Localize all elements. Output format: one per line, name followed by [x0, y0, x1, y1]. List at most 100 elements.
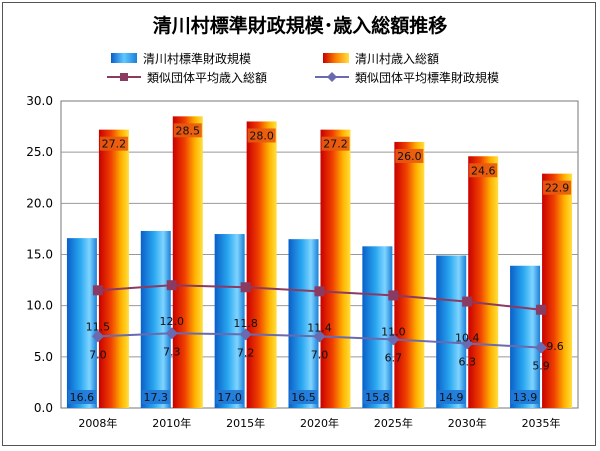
data-label: 11.8 [233, 317, 258, 330]
marker-similar-scale [239, 328, 252, 341]
data-label-bg [215, 390, 244, 404]
marker-similar-revenue [536, 304, 547, 315]
y-axis: 0.0 5.0 10.0 15.0 20.0 25.0 30.0 [26, 94, 53, 415]
y-tick-label: 0.0 [34, 401, 53, 415]
data-label: 26.0 [397, 150, 422, 163]
marker-similar-scale [313, 330, 326, 343]
data-label: 11.0 [381, 325, 406, 338]
x-tick-label: 2035年 [522, 416, 561, 430]
bar-revenue [468, 156, 499, 408]
bar-standard-scale [436, 255, 467, 408]
data-label-bg [67, 390, 96, 404]
data-label: 17.3 [144, 391, 169, 404]
chart-svg: 清川村標準財政規模･歳入総額推移 清川村標準財政規模 清川村歳入総額 類似団体平… [26, 14, 579, 430]
bar-standard-scale [510, 265, 541, 408]
bars [66, 116, 573, 409]
data-label-bg [321, 136, 350, 151]
data-label-bg [363, 390, 392, 404]
data-label: 7.0 [311, 348, 329, 361]
x-tick-label: 2030年 [448, 416, 487, 430]
data-label: 27.2 [323, 138, 348, 151]
marker-similar-revenue [166, 280, 177, 291]
marker-similar-revenue [462, 296, 473, 307]
marker-similar-scale [91, 330, 104, 343]
y-tick-label: 5.0 [34, 350, 53, 364]
bar-standard-scale [288, 239, 319, 408]
data-label: 10.4 [455, 332, 480, 345]
data-label: 13.9 [513, 391, 538, 404]
bar-revenue [246, 121, 277, 408]
legend-label-similar-scale: 類似団体平均標準財政規模 [355, 70, 499, 85]
marker-similar-revenue [314, 286, 325, 297]
data-label: 7.3 [163, 345, 181, 358]
data-label: 7.2 [237, 346, 255, 359]
marker-similar-scale [535, 341, 548, 354]
legend-marker-similar-scale [327, 72, 337, 82]
data-label: 7.0 [89, 348, 107, 361]
marker-similar-scale [461, 337, 474, 350]
data-label: 6.7 [385, 351, 403, 364]
x-tick-label: 2025年 [374, 416, 413, 430]
data-label: 15.8 [365, 391, 390, 404]
data-label: 22.9 [545, 182, 570, 195]
y-tick-label: 15.0 [26, 248, 53, 262]
data-label: 28.0 [249, 129, 274, 142]
bar-standard-scale [66, 238, 97, 408]
bar-standard-scale [214, 234, 245, 408]
data-label: 6.3 [458, 356, 476, 369]
x-axis: 2008年 2010年 2015年 2020年 2025年 2030年 2035年 [78, 416, 560, 430]
bar-revenue [98, 129, 129, 409]
data-label: 12.0 [160, 315, 185, 328]
data-label: 24.6 [471, 164, 496, 177]
data-label-bg [289, 390, 318, 404]
data-label: 5.9 [532, 360, 550, 373]
y-tick-label: 25.0 [26, 145, 53, 159]
data-label: 27.2 [102, 138, 127, 151]
x-tick-label: 2008年 [78, 416, 117, 430]
data-label: 16.5 [291, 391, 316, 404]
data-label: 16.6 [70, 391, 95, 404]
data-label: 11.4 [307, 321, 332, 334]
bar-revenue [172, 116, 203, 408]
data-label: 9.6 [546, 340, 564, 353]
lines [91, 280, 548, 354]
marker-similar-revenue [388, 290, 399, 301]
data-label-bg [437, 390, 466, 404]
data-label-bg [99, 136, 128, 151]
x-tick-label: 2015年 [226, 416, 265, 430]
bar-revenue [320, 129, 351, 409]
bar-standard-scale [140, 230, 171, 408]
legend-swatch-revenue [323, 53, 349, 63]
legend-label-standard-scale: 清川村標準財政規模 [143, 51, 251, 66]
data-label: 17.0 [217, 391, 242, 404]
legend: 清川村標準財政規模 清川村歳入総額 類似団体平均歳入総額 類似団体平均標準財政規… [107, 51, 499, 85]
marker-similar-scale [387, 333, 400, 346]
data-label-bg [395, 148, 424, 163]
legend-label-revenue: 清川村歳入総額 [355, 52, 439, 66]
marker-similar-revenue [92, 285, 103, 296]
data-labels: 16.6 17.3 17.0 16.5 15.8 14.9 13.9 27.2 28.5 28.0… [67, 123, 572, 404]
data-label-bg [247, 128, 276, 143]
bar-revenue [394, 141, 425, 408]
data-label: 28.5 [176, 124, 201, 137]
data-label: 11.5 [86, 320, 111, 333]
y-tick-label: 30.0 [26, 94, 53, 108]
data-label-bg [543, 180, 572, 195]
data-label-bg [511, 390, 540, 404]
x-tick-label: 2010年 [152, 416, 191, 430]
legend-label-similar-revenue: 類似団体平均歳入総額 [147, 71, 267, 85]
marker-similar-revenue [240, 282, 251, 293]
data-label-bg [469, 163, 498, 178]
y-tick-label: 20.0 [26, 196, 53, 210]
legend-swatch-standard-scale [111, 53, 137, 63]
bar-standard-scale [362, 246, 393, 408]
chart-frame: 清川村標準財政規模･歳入総額推移 清川村標準財政規模 清川村歳入総額 類似団体平… [2, 2, 596, 446]
data-label: 14.9 [439, 391, 464, 404]
x-tick-label: 2020年 [300, 416, 339, 430]
data-label-bg [173, 123, 202, 138]
data-label-bg [141, 390, 170, 404]
marker-similar-scale [165, 327, 178, 340]
chart-title: 清川村標準財政規模･歳入総額推移 [153, 14, 448, 37]
y-tick-label: 10.0 [26, 299, 53, 313]
legend-marker-similar-revenue [120, 73, 128, 81]
